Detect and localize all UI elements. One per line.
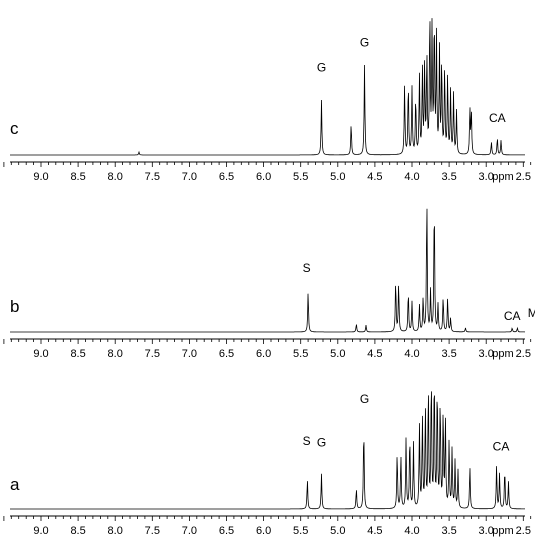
peak-annotation: CA [493,440,510,454]
peak-annotation: G [360,36,369,50]
x-tick-label: 5.5 [293,171,308,183]
x-tick-label: 4.0 [404,348,419,360]
x-tick-label: 3.5 [441,525,456,537]
spectrum-trace-b [10,208,526,333]
x-tick-label: 4.0 [404,525,419,537]
x-tick-label: 4.5 [367,348,382,360]
x-tick-label: 8.5 [70,525,85,537]
x-tick-label: 6.5 [219,171,234,183]
x-tick-label: 5.0 [330,171,345,183]
x-tick-label: 3.0 [479,525,494,537]
x-tick-label: 8.0 [108,171,123,183]
x-tick-label: 6.0 [256,348,271,360]
x-tick-label: 7.0 [182,525,197,537]
x-tick-label: 7.5 [145,348,160,360]
peak-annotation: G [317,60,326,74]
spectrum-trace-a [10,391,525,510]
x-tick-label: 2.5 [516,171,531,183]
x-tick-label: 7.5 [145,171,160,183]
peak-annotation: S [303,434,311,448]
peak-annotation: S [303,261,311,275]
x-tick-label: 4.5 [367,171,382,183]
x-tick-label: 5.0 [330,348,345,360]
x-tick-label: 3.0 [479,348,494,360]
x-tick-label: 2.5 [516,348,531,360]
x-tick-label: 5.5 [293,348,308,360]
x-tick-label: 8.0 [108,525,123,537]
peak-annotation: CA [489,111,506,125]
peak-annotation: CA [504,309,521,323]
x-tick-label: 6.5 [219,348,234,360]
peak-annotation: G [360,392,369,406]
x-tick-label: 9.0 [33,348,48,360]
x-tick-label: 7.0 [182,171,197,183]
x-tick-label: 9.0 [33,171,48,183]
x-tick-label: 9.0 [33,525,48,537]
x-tick-label: 5.5 [293,525,308,537]
panel-label-b: b [10,297,19,316]
x-tick-label: 6.0 [256,171,271,183]
x-tick-label: 3.5 [441,171,456,183]
x-tick-label: 3.0 [479,171,494,183]
x-tick-label: 2.5 [516,525,531,537]
x-tick-label: 4.5 [367,525,382,537]
x-tick-label: 6.5 [219,525,234,537]
panel-label-c: c [10,119,19,138]
x-tick-label: 7.0 [182,348,197,360]
panel-label-a: a [10,475,20,494]
x-unit-label: ppm [492,171,513,183]
x-unit-label: ppm [492,525,513,537]
x-tick-label: 7.5 [145,525,160,537]
spectrum-trace-c [10,18,525,156]
x-tick-label: 8.5 [70,171,85,183]
peak-annotation: G [317,436,326,450]
x-unit-label: ppm [492,348,513,360]
peak-annotation: MA [528,306,535,320]
x-tick-label: 4.0 [404,171,419,183]
x-tick-label: 5.0 [330,525,345,537]
x-tick-label: 8.0 [108,348,123,360]
x-tick-label: 3.5 [441,348,456,360]
x-tick-label: 6.0 [256,525,271,537]
x-tick-label: 8.5 [70,348,85,360]
